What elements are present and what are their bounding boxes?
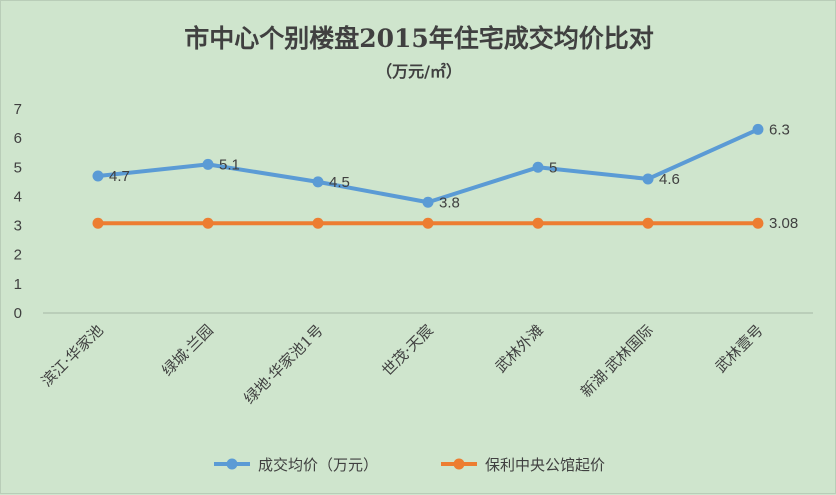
y-tick-label: 6 xyxy=(14,130,22,147)
data-point xyxy=(422,196,434,208)
data-label: 4.7 xyxy=(109,168,130,185)
data-label: 3.08 xyxy=(769,215,798,232)
chart-subtitle: （万元/㎡） xyxy=(376,62,462,81)
y-tick-label: 3 xyxy=(14,218,22,235)
y-tick-label: 1 xyxy=(14,276,22,293)
data-label: 4.5 xyxy=(329,174,350,191)
series-line-1 xyxy=(96,127,760,205)
y-tick-label: 0 xyxy=(14,305,22,322)
legend: 成交均价（万元） 保利中央公馆起价 xyxy=(214,456,605,474)
data-point xyxy=(642,217,654,229)
data-labels: 4.7 5.1 4.5 3.8 5 4.6 6.3 3.08 xyxy=(109,121,798,232)
x-tick-label: 绿地·华家池1号 xyxy=(240,321,326,407)
data-point xyxy=(92,217,104,229)
x-tick-label: 滨江·华家池 xyxy=(38,321,107,390)
x-tick-label: 武林外滩 xyxy=(492,321,547,376)
legend-marker-1 xyxy=(226,458,238,470)
data-label: 6.3 xyxy=(769,121,790,138)
x-tick-label: 世茂·天宸 xyxy=(378,321,437,380)
y-axis: 0 1 2 3 4 5 6 7 xyxy=(14,101,22,322)
data-point xyxy=(312,217,324,229)
x-axis: 滨江·华家池 绿城·兰园 绿地·华家池1号 世茂·天宸 武林外滩 新湖·武林国际 武林壹号 xyxy=(38,321,767,407)
data-point xyxy=(92,170,104,182)
data-point xyxy=(752,217,764,229)
data-label: 5.1 xyxy=(219,156,240,173)
y-tick-label: 7 xyxy=(14,101,22,118)
data-point xyxy=(752,123,764,135)
legend-marker-2 xyxy=(453,458,465,470)
data-label: 4.6 xyxy=(659,171,680,188)
x-tick-label: 武林壹号 xyxy=(712,321,767,376)
data-point xyxy=(642,173,654,185)
data-label: 5 xyxy=(549,159,557,176)
x-tick-label: 新湖·武林国际 xyxy=(577,321,657,401)
plot-area xyxy=(92,123,764,229)
y-tick-label: 5 xyxy=(14,159,22,176)
data-point xyxy=(202,158,214,170)
chart-title: 市中心个别楼盘2015年住宅成交均价比对 xyxy=(184,24,654,53)
y-tick-label: 4 xyxy=(14,188,22,205)
data-point xyxy=(532,217,544,229)
data-point xyxy=(422,217,434,229)
x-tick-label: 绿城·兰园 xyxy=(158,321,217,380)
y-tick-label: 2 xyxy=(14,247,22,264)
legend-label: 成交均价（万元） xyxy=(258,456,378,474)
data-point xyxy=(202,217,214,229)
data-point xyxy=(312,176,324,188)
legend-label: 保利中央公馆起价 xyxy=(485,456,605,474)
data-label: 3.8 xyxy=(439,194,460,211)
data-point xyxy=(532,161,544,173)
